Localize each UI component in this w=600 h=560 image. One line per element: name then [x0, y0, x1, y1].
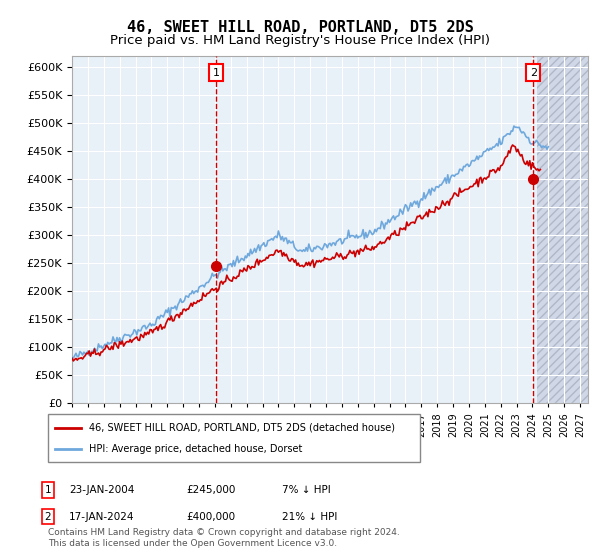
- Text: 2: 2: [530, 68, 537, 78]
- Text: £245,000: £245,000: [186, 485, 235, 495]
- Text: 7% ↓ HPI: 7% ↓ HPI: [282, 485, 331, 495]
- Text: HPI: Average price, detached house, Dorset: HPI: Average price, detached house, Dors…: [89, 444, 302, 454]
- Bar: [537, 56, 588, 403]
- Text: 1: 1: [212, 68, 220, 78]
- Text: £400,000: £400,000: [186, 512, 235, 522]
- Text: 21% ↓ HPI: 21% ↓ HPI: [282, 512, 337, 522]
- Text: Price paid vs. HM Land Registry's House Price Index (HPI): Price paid vs. HM Land Registry's House …: [110, 34, 490, 46]
- Text: 46, SWEET HILL ROAD, PORTLAND, DT5 2DS: 46, SWEET HILL ROAD, PORTLAND, DT5 2DS: [127, 20, 473, 35]
- Text: 17-JAN-2024: 17-JAN-2024: [69, 512, 134, 522]
- Text: 1: 1: [44, 485, 52, 495]
- Text: 46, SWEET HILL ROAD, PORTLAND, DT5 2DS (detached house): 46, SWEET HILL ROAD, PORTLAND, DT5 2DS (…: [89, 423, 395, 433]
- Text: Contains HM Land Registry data © Crown copyright and database right 2024.
This d: Contains HM Land Registry data © Crown c…: [48, 528, 400, 548]
- Text: 2: 2: [44, 512, 52, 522]
- FancyBboxPatch shape: [48, 414, 420, 462]
- Text: 23-JAN-2004: 23-JAN-2004: [69, 485, 134, 495]
